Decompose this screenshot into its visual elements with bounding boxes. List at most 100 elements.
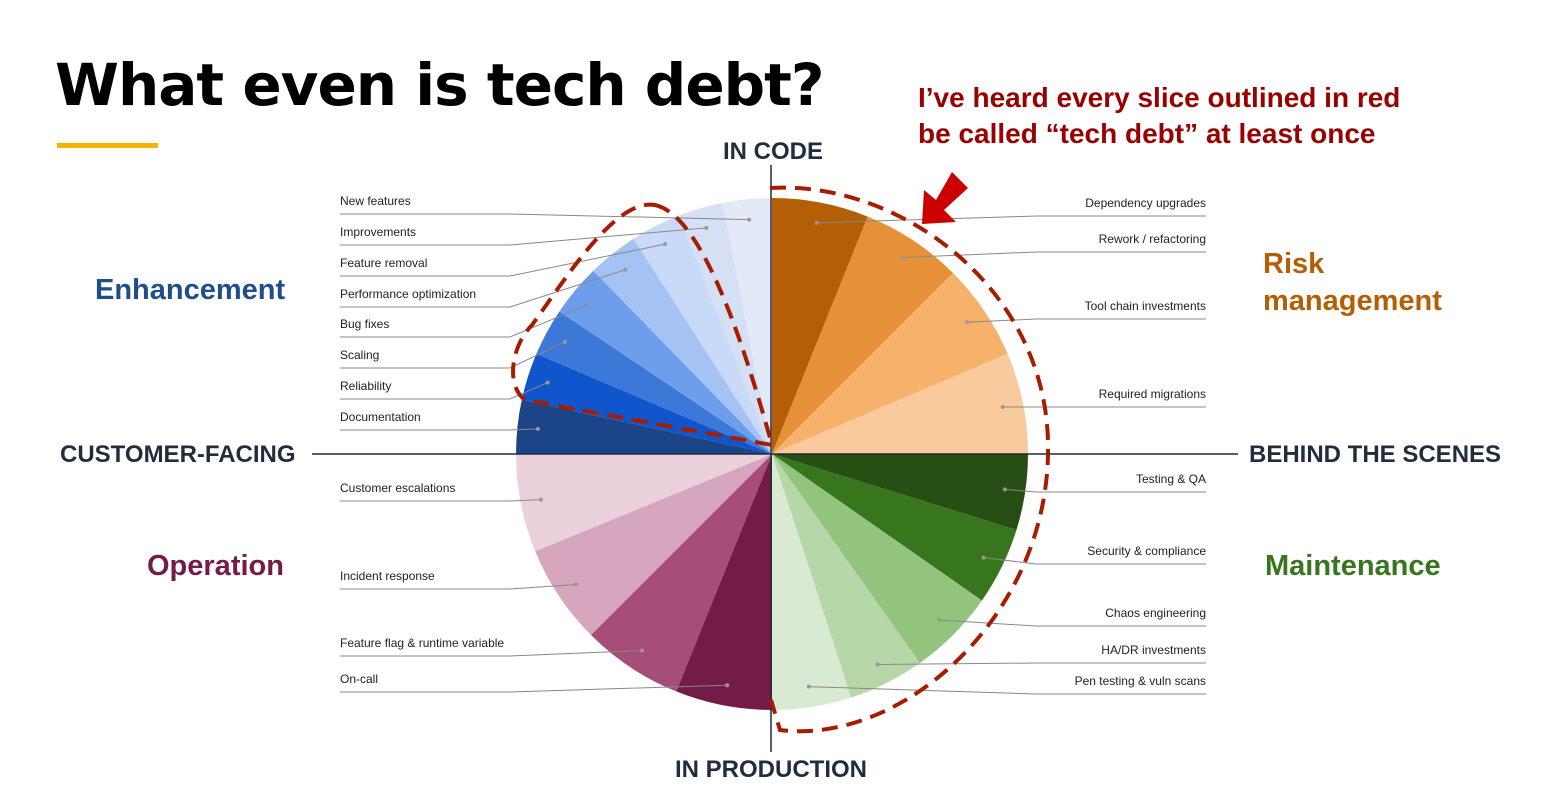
pie xyxy=(516,198,1028,710)
slice-label: Required migrations xyxy=(1099,387,1206,401)
slice-label: Pen testing & vuln scans xyxy=(1075,674,1206,688)
leader-line xyxy=(340,213,750,221)
leader-dot xyxy=(981,555,986,560)
annotation: be called “tech debt” at least once xyxy=(918,118,1375,149)
leader-dot xyxy=(747,217,752,222)
red-outline xyxy=(511,202,775,448)
slice-label: New features xyxy=(340,194,411,208)
slice-label: Scaling xyxy=(340,348,379,362)
leader-dot xyxy=(937,618,942,623)
quadrant-label: Operation xyxy=(147,550,284,582)
slice-label: Bug fixes xyxy=(340,317,389,331)
slice-label: Documentation xyxy=(340,410,421,424)
slice xyxy=(535,454,772,636)
leader-dot xyxy=(623,267,628,272)
leader-dot xyxy=(1002,487,1007,492)
leader-line xyxy=(340,649,643,657)
quadrant-label: Enhancement xyxy=(95,274,285,306)
slice xyxy=(679,202,772,454)
slice-label: Performance optimization xyxy=(340,287,476,301)
slice xyxy=(559,270,772,454)
red-outline xyxy=(769,185,1051,734)
leader-dot xyxy=(1000,404,1005,409)
leader-line xyxy=(939,619,1206,627)
leader-dot xyxy=(538,497,543,502)
axis-label: BEHIND THE SCENES xyxy=(1249,441,1501,468)
slice xyxy=(590,454,772,692)
slice xyxy=(772,216,954,454)
slice-label: Testing & QA xyxy=(1136,472,1206,486)
leader-line xyxy=(340,269,626,308)
leader-line xyxy=(340,428,538,431)
leader-dot xyxy=(562,339,567,344)
leader-line xyxy=(340,382,548,400)
slice xyxy=(593,238,772,454)
slice xyxy=(772,353,1028,454)
slice xyxy=(772,272,1008,454)
title-underline xyxy=(57,143,158,148)
slice xyxy=(772,454,920,698)
quadrant-label: Maintenance xyxy=(1265,550,1441,582)
slice xyxy=(633,215,772,454)
axis-label: IN PRODUCTION xyxy=(675,756,867,783)
slice-label: Improvements xyxy=(340,225,416,239)
slice xyxy=(772,454,852,710)
slice xyxy=(772,454,1028,531)
leader-line xyxy=(340,227,707,246)
slice-label: Chaos engineering xyxy=(1105,606,1206,620)
leader-dot xyxy=(545,380,550,385)
slice-label: Reliability xyxy=(340,379,391,393)
leader-line xyxy=(340,341,566,369)
slice-label: Customer escalations xyxy=(340,481,455,495)
leader-line xyxy=(901,251,1206,259)
leader-dot xyxy=(535,426,540,431)
quadrant-label: Risk xyxy=(1263,248,1325,280)
axis-label: CUSTOMER-FACING xyxy=(60,441,296,468)
slice-label: Incident response xyxy=(340,569,435,583)
leader-line xyxy=(340,302,592,338)
slice-label: On-call xyxy=(340,672,378,686)
slice-label: Rework / refactoring xyxy=(1099,232,1206,246)
leader-line xyxy=(808,686,1206,695)
slice xyxy=(772,454,1017,601)
leader-dot xyxy=(640,648,645,653)
leader-line xyxy=(1004,488,1206,493)
slice-label: Security & compliance xyxy=(1087,544,1206,558)
leader-line xyxy=(340,584,577,590)
slice xyxy=(521,353,772,454)
leader-line xyxy=(967,318,1206,323)
slice xyxy=(516,399,772,454)
slide-title: What even is tech debt? xyxy=(55,51,824,119)
slice xyxy=(516,454,772,552)
slice xyxy=(722,198,772,454)
leader-line xyxy=(340,499,541,502)
leader-line xyxy=(816,215,1206,224)
slice xyxy=(772,198,868,454)
slice xyxy=(536,311,772,454)
leader-line xyxy=(340,243,666,277)
leader-dot xyxy=(806,684,811,689)
leader-dot xyxy=(725,683,730,688)
arrow xyxy=(922,172,968,224)
slice-label: Dependency upgrades xyxy=(1085,196,1206,210)
leader-line xyxy=(983,557,1206,565)
leader-dot xyxy=(589,301,594,306)
leader-line xyxy=(340,684,728,693)
slice-label: HA/DR investments xyxy=(1101,643,1206,657)
leader-dot xyxy=(875,662,880,667)
leader-dot xyxy=(663,242,668,247)
slice xyxy=(676,454,772,710)
leader-dot xyxy=(899,255,904,260)
slice-label: Feature removal xyxy=(340,256,427,270)
slice-label: Feature flag & runtime variable xyxy=(340,636,504,650)
annotation: I’ve heard every slice outlined in red xyxy=(918,82,1400,113)
leader-dot xyxy=(573,582,578,587)
leader-dot xyxy=(965,320,970,325)
slice-label: Tool chain investments xyxy=(1085,299,1206,313)
quadrant-label: management xyxy=(1263,285,1442,317)
leader-line xyxy=(877,662,1206,666)
leader-dot xyxy=(814,220,819,225)
leader-dot xyxy=(704,225,709,230)
slice-labels: Dependency upgrades Rework / refactoring T… xyxy=(340,194,1206,695)
